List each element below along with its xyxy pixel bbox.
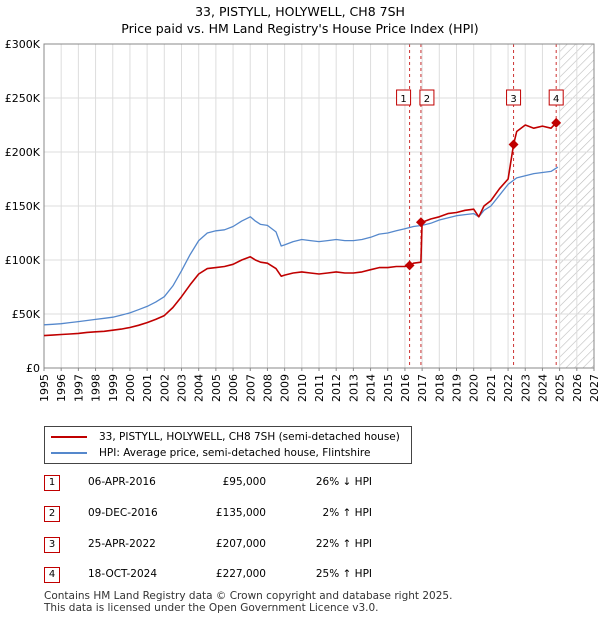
transaction-price: £135,000: [215, 507, 266, 519]
x-tick-label: 2024: [536, 374, 549, 402]
x-tick-label: 2018: [433, 374, 446, 402]
x-tick-label: 2012: [330, 374, 343, 402]
marker-label: 2: [424, 94, 430, 105]
transaction-hpi: 22% ↑ HPI: [315, 538, 372, 550]
transaction-hpi: 2% ↑ HPI: [322, 507, 372, 519]
x-tick-label: 2009: [279, 374, 292, 402]
transaction-point: [551, 117, 562, 128]
price-chart: £0 £50K £100K £150K £200K £250K £300K 1995 1996 1…: [5, 38, 600, 402]
transaction-number: 2: [44, 506, 60, 522]
x-tick-label: 2022: [502, 374, 515, 402]
y-tick-label: £0: [26, 362, 40, 375]
marker-label: 3: [510, 94, 516, 105]
x-tick-label: 2007: [244, 374, 257, 402]
transaction-price: £227,000: [215, 568, 266, 580]
hpi-line: [43, 166, 559, 326]
x-tick-label: 2014: [365, 374, 378, 402]
x-tick-label: 2015: [382, 374, 395, 402]
transaction-hpi: 26% ↓ HPI: [315, 476, 372, 488]
transaction-number: 1: [44, 475, 60, 491]
marker-label-box: [396, 89, 412, 106]
transaction-date: 18-OCT-2024: [88, 568, 157, 580]
y-tick-label: £300K: [5, 38, 41, 51]
x-tick-label: 2021: [485, 374, 498, 402]
x-tick-label: 1996: [55, 374, 68, 402]
x-tick-label: 2013: [347, 374, 360, 402]
legend-label-property: 33, PISTYLL, HOLYWELL, CH8 7SH (semi-det…: [99, 431, 400, 443]
marker-label: 4: [553, 94, 559, 105]
x-tick-label: 2000: [124, 374, 137, 402]
transaction-date: 25-APR-2022: [88, 538, 156, 550]
legend: 33, PISTYLL, HOLYWELL, CH8 7SH (semi-det…: [44, 426, 412, 464]
x-tick-label: 2005: [210, 374, 223, 402]
footer-licence: This data is licensed under the Open Gov…: [44, 602, 379, 614]
transaction-number: 3: [44, 537, 60, 553]
transaction-date: 09-DEC-2016: [88, 507, 158, 519]
marker-label-box: [419, 89, 435, 106]
x-tick-label: 2025: [554, 374, 567, 402]
y-tick-label: £100K: [5, 254, 41, 267]
x-tick-label: 2019: [451, 374, 464, 402]
marker-label-box: [506, 89, 522, 106]
x-tick-label: 2011: [313, 374, 326, 402]
property-line: [43, 119, 559, 337]
x-tick-label: 1999: [107, 374, 120, 402]
x-tick-label: 2010: [296, 374, 309, 402]
transaction-point: [404, 260, 415, 271]
y-tick-label: £250K: [5, 92, 41, 105]
legend-swatch-hpi: [51, 452, 87, 454]
transaction-number: 4: [44, 567, 60, 583]
y-tick-label: £200K: [5, 146, 41, 159]
legend-swatch-property: [51, 436, 87, 438]
x-tick-label: 1998: [90, 374, 103, 402]
transaction-point: [508, 139, 519, 150]
footer-copyright: Contains HM Land Registry data © Crown c…: [44, 590, 453, 602]
transaction-date: 06-APR-2016: [88, 476, 156, 488]
x-tick-label: 1997: [72, 374, 85, 402]
x-tick-label: 2004: [193, 374, 206, 402]
legend-label-hpi: HPI: Average price, semi-detached house,…: [99, 447, 371, 459]
y-tick-label: £150K: [5, 200, 41, 213]
x-tick-label: 2017: [416, 374, 429, 402]
x-tick-label: 2027: [588, 374, 600, 402]
x-tick-label: 2020: [468, 374, 481, 402]
transaction-price: £95,000: [222, 476, 266, 488]
marker-label: 1: [400, 94, 406, 105]
x-tick-label: 2016: [399, 374, 412, 402]
x-tick-label: 2008: [261, 374, 274, 402]
marker-label-box: [548, 89, 564, 106]
chart-title: 33, PISTYLL, HOLYWELL, CH8 7SH: [195, 4, 405, 19]
chart-subtitle: Price paid vs. HM Land Registry's House …: [121, 21, 479, 36]
transaction-hpi: 25% ↑ HPI: [315, 568, 372, 580]
x-tick-label: 2023: [519, 374, 532, 402]
x-tick-label: 1995: [38, 374, 51, 402]
transaction-price: £207,000: [215, 538, 266, 550]
x-tick-label: 2001: [141, 374, 154, 402]
x-tick-label: 2003: [176, 374, 189, 402]
transaction-point: [415, 217, 426, 228]
x-tick-label: 2006: [227, 374, 240, 402]
x-tick-label: 2002: [158, 374, 171, 402]
y-tick-label: £50K: [12, 308, 41, 321]
x-tick-label: 2026: [571, 374, 584, 402]
